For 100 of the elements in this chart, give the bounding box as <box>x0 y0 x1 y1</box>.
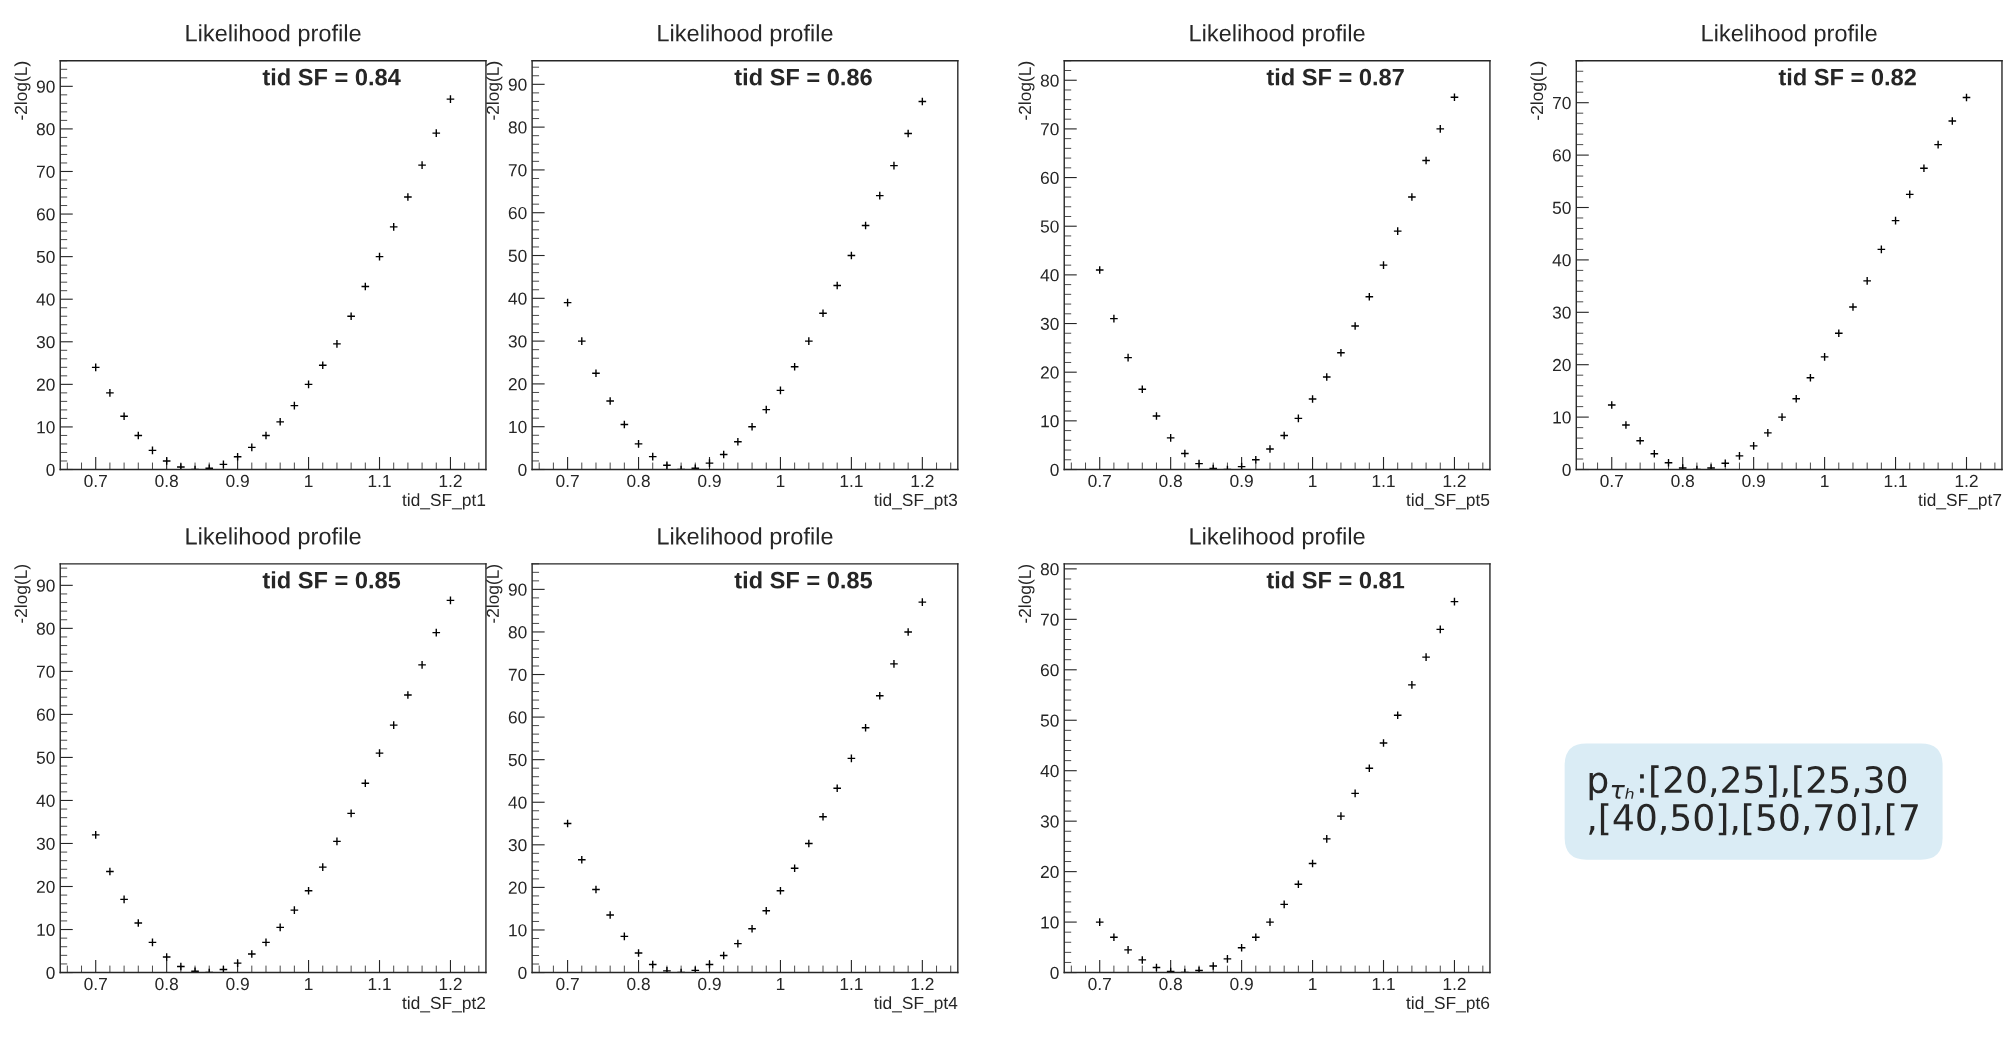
y-tick-label: 70 <box>36 165 55 178</box>
point <box>1407 680 1417 690</box>
y-tick-label: 0 <box>518 463 527 476</box>
x-tick-label: 0.9 <box>226 474 249 488</box>
y-tick-label: 90 <box>36 80 55 93</box>
y-tick-label: 70 <box>1553 96 1571 110</box>
point <box>247 949 257 959</box>
y-tick-label: 30 <box>1040 815 1059 828</box>
point <box>1123 353 1133 363</box>
point <box>889 161 899 171</box>
point <box>1265 917 1275 927</box>
point <box>105 866 115 876</box>
x-tick-label: 0.9 <box>698 474 721 488</box>
y-tick-label: 80 <box>36 123 55 136</box>
y-tick-label: 50 <box>1040 714 1059 727</box>
point <box>1279 899 1289 909</box>
y-tick-label: 30 <box>1552 306 1571 319</box>
point <box>1763 428 1773 438</box>
x-axis-title: tid_SF_pt4 <box>874 996 958 1013</box>
y-tick-label: 60 <box>36 208 55 221</box>
point <box>634 948 644 958</box>
chart-title: Likelihood profile <box>1190 527 1365 550</box>
y-axis-title: -2log(L) <box>486 61 503 120</box>
point <box>445 94 455 104</box>
point <box>605 396 615 406</box>
x-tick-label: 0.8 <box>1159 977 1182 991</box>
y-tick-label: 20 <box>1040 366 1059 379</box>
x-tick-label: 0.7 <box>556 474 579 488</box>
point <box>1947 116 1957 126</box>
point <box>1421 652 1431 662</box>
point <box>591 368 601 378</box>
point <box>1322 834 1332 844</box>
point <box>1166 433 1176 443</box>
y-tick-label: 80 <box>1040 563 1059 576</box>
point <box>1095 265 1105 275</box>
point <box>162 456 172 466</box>
y-tick-label: 80 <box>508 626 527 639</box>
point <box>332 836 342 846</box>
y-tick-label: 70 <box>508 668 527 681</box>
x-tick-label: 1.2 <box>439 977 462 990</box>
x-tick-label: 1 <box>305 978 313 990</box>
x-tick-label: 0.9 <box>1230 977 1253 991</box>
point <box>875 691 885 701</box>
chart-title: Likelihood profile <box>1190 24 1365 47</box>
x-axis-title: tid_SF_pt2 <box>402 996 486 1013</box>
y-tick-label: 70 <box>1040 613 1059 626</box>
point <box>1208 961 1218 971</box>
y-tick-label: 40 <box>1552 254 1571 267</box>
y-tick-label: 90 <box>508 78 527 91</box>
point <box>1635 436 1645 446</box>
point <box>403 690 413 700</box>
y-tick-label: 20 <box>508 881 527 894</box>
y-tick-label: 0 <box>46 463 55 476</box>
point <box>1407 192 1417 202</box>
y-tick-label: 10 <box>509 420 527 434</box>
point <box>1279 430 1289 440</box>
x-tick-label: 0.8 <box>155 474 178 488</box>
point <box>1151 411 1161 421</box>
point <box>346 311 356 321</box>
point <box>1379 260 1389 270</box>
point <box>704 458 714 468</box>
y-tick-label: 20 <box>508 378 527 391</box>
point <box>690 965 700 973</box>
point <box>275 922 285 932</box>
point <box>1137 955 1147 965</box>
chart-title: Likelihood profile <box>658 527 833 550</box>
chart-title: Likelihood profile <box>1702 24 1877 47</box>
x-tick-label: 0.8 <box>627 977 650 991</box>
point <box>1706 463 1716 470</box>
point <box>332 339 342 349</box>
x-tick-label: 1 <box>1309 475 1317 487</box>
point <box>903 129 913 139</box>
y-tick-label: 0 <box>1562 463 1571 476</box>
point <box>233 958 243 968</box>
x-tick-label: 1.2 <box>1443 474 1466 487</box>
y-tick-label: 20 <box>36 378 55 391</box>
x-axis-title: tid_SF_pt3 <box>874 493 958 510</box>
x-axis-title: tid_SF_pt1 <box>402 493 486 510</box>
y-axis-title: -2log(L) <box>1018 61 1035 120</box>
point <box>733 437 743 447</box>
point <box>431 128 441 138</box>
point <box>1749 441 1759 451</box>
y-tick-label: 90 <box>36 579 55 592</box>
point <box>1848 302 1858 312</box>
annotation: tid SF = 0.85 <box>262 571 401 589</box>
point <box>1734 451 1744 461</box>
annotation: tid SF = 0.86 <box>734 68 872 86</box>
x-tick-label: 0.7 <box>556 977 579 991</box>
point <box>261 430 271 440</box>
point <box>1095 917 1105 927</box>
point <box>1364 763 1374 773</box>
y-tick-label: 30 <box>508 335 527 348</box>
point <box>417 660 427 670</box>
y-axis-title: -2log(L) <box>486 564 503 623</box>
y-tick-label: 40 <box>508 796 527 809</box>
y-tick-label: 30 <box>36 335 55 349</box>
y-tick-label: 20 <box>36 880 55 893</box>
point <box>634 439 644 449</box>
point <box>761 906 771 916</box>
point <box>91 830 101 840</box>
